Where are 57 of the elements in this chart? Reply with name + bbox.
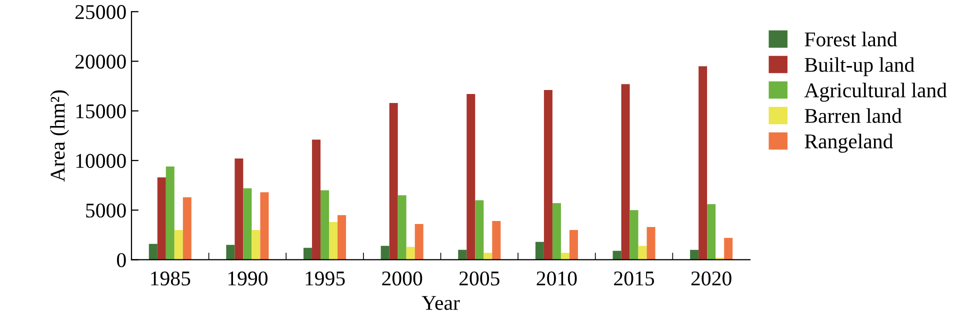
legend-label: Built-up land	[804, 57, 914, 76]
bar	[724, 238, 733, 260]
bar	[329, 222, 338, 260]
bar	[569, 230, 578, 260]
bar	[646, 226, 656, 260]
x-tick-label: 1990	[228, 271, 268, 286]
y-tick-label: 10000	[76, 154, 126, 168]
bar	[458, 250, 467, 260]
bar	[414, 224, 424, 260]
bar	[380, 246, 390, 260]
bar	[630, 210, 638, 260]
x-axis-title: Year	[422, 296, 460, 310]
x-tick-label: 2010	[536, 271, 577, 286]
y-tick-label: 0	[117, 253, 126, 268]
y-axis-title: Area (hm²)	[50, 90, 69, 182]
bar	[226, 244, 235, 260]
x-tick-label: 1985	[151, 271, 190, 286]
bar	[389, 102, 398, 260]
bar	[690, 250, 699, 260]
legend-label: Rangeland	[804, 134, 893, 153]
bar	[252, 230, 260, 260]
legend-label: Barren land	[804, 108, 902, 123]
x-tick-label: 2000	[382, 271, 422, 286]
bar	[312, 140, 321, 260]
bar	[552, 203, 561, 260]
bar	[398, 195, 406, 260]
y-tick-label: 20000	[75, 54, 126, 69]
legend-label: Agricultural land	[804, 82, 947, 102]
bar	[174, 230, 183, 260]
bar	[157, 177, 166, 260]
bar	[466, 94, 476, 260]
bar	[492, 221, 501, 260]
x-tick-label: 2020	[691, 271, 732, 286]
y-tick-label: 25000	[75, 5, 126, 20]
bar	[182, 197, 192, 260]
x-tick-label: 1995	[306, 272, 345, 286]
bar	[406, 246, 415, 260]
bar	[166, 166, 174, 260]
bar	[320, 190, 330, 260]
bar	[148, 244, 158, 260]
bar	[243, 188, 252, 260]
bar	[544, 90, 552, 260]
bar	[234, 158, 244, 260]
bar	[535, 242, 544, 260]
y-tick-label: 15000	[76, 104, 126, 118]
bar	[475, 200, 484, 260]
bar	[260, 192, 269, 260]
y-tick-label: 5000	[86, 203, 126, 218]
bar	[698, 66, 708, 260]
x-tick-label: 2015	[614, 271, 654, 286]
legend-label: Forest land	[804, 32, 898, 46]
bar	[621, 84, 630, 260]
bar	[304, 248, 312, 260]
x-tick-label: 2005	[459, 271, 500, 286]
bar	[638, 246, 647, 260]
bar	[707, 204, 716, 260]
bar	[338, 215, 346, 260]
